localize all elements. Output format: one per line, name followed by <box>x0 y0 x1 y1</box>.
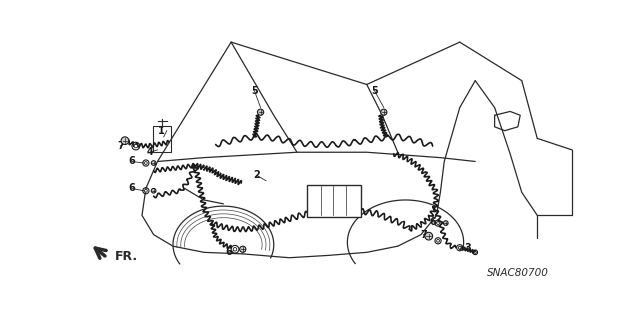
Circle shape <box>145 189 147 192</box>
Text: 2: 2 <box>253 170 260 180</box>
Text: 6: 6 <box>129 183 135 193</box>
Text: SNAC80700: SNAC80700 <box>487 268 549 278</box>
Circle shape <box>134 144 138 148</box>
Text: 6: 6 <box>129 157 135 167</box>
Circle shape <box>436 222 440 225</box>
Circle shape <box>257 109 264 115</box>
Circle shape <box>151 161 156 165</box>
Text: FR.: FR. <box>115 250 138 263</box>
Circle shape <box>458 246 461 249</box>
FancyBboxPatch shape <box>153 126 172 152</box>
Text: 7: 7 <box>420 230 427 240</box>
Circle shape <box>151 189 156 193</box>
Text: 7: 7 <box>117 141 124 151</box>
Circle shape <box>239 246 246 252</box>
Text: 4: 4 <box>147 147 153 157</box>
Circle shape <box>436 239 440 242</box>
Text: 5: 5 <box>371 85 378 96</box>
Text: 3: 3 <box>464 243 471 253</box>
Circle shape <box>233 248 237 251</box>
Circle shape <box>444 221 448 226</box>
FancyBboxPatch shape <box>307 185 360 217</box>
Text: 6: 6 <box>225 247 232 257</box>
Circle shape <box>425 232 433 240</box>
Circle shape <box>121 137 129 145</box>
Text: 5: 5 <box>251 85 258 96</box>
Text: 6: 6 <box>429 217 436 226</box>
Circle shape <box>381 109 387 115</box>
Text: 1: 1 <box>158 126 164 136</box>
Circle shape <box>145 162 147 164</box>
Circle shape <box>474 251 476 253</box>
